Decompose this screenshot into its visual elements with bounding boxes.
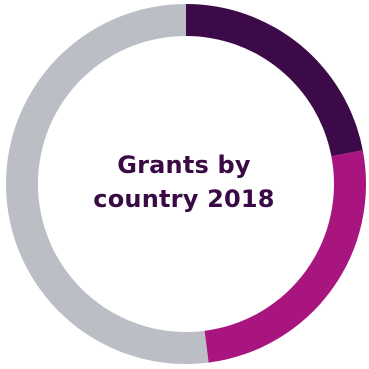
donut-slice-2 xyxy=(204,150,366,363)
donut-slices xyxy=(5,4,366,364)
donut-slice-3 xyxy=(5,4,209,364)
chart-title: Grants by country 2018 xyxy=(93,151,275,213)
donut-slice-1 xyxy=(186,4,363,157)
